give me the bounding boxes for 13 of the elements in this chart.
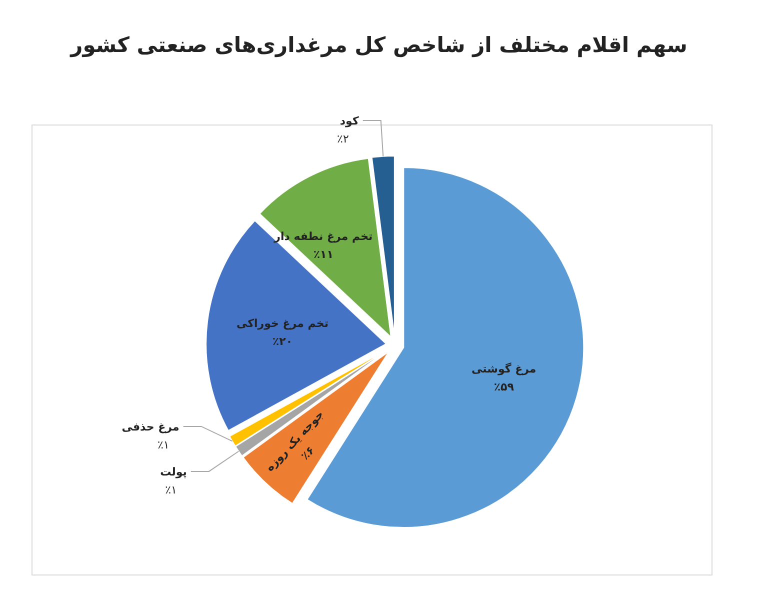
- data-label: ٪۱: [165, 483, 177, 496]
- data-label: ٪۲۰: [272, 334, 293, 348]
- data-label: ٪۶: [298, 444, 318, 463]
- chart-title: سهم اقلام مختلف از شاخص کل مرغداری‌های صنعتی کشور: [70, 33, 688, 58]
- data-label: ٪۵۹: [494, 380, 514, 394]
- data-label: ٪۱: [158, 438, 170, 452]
- data-label: ٪۲: [337, 132, 349, 146]
- slice-label: تخم مرغ خوراکی: [236, 316, 328, 330]
- slice-label: مرغ حذفی: [122, 420, 180, 434]
- slice-label: کود: [340, 114, 360, 128]
- data-label: ٪۱۱: [313, 248, 334, 261]
- slice-label: پولت: [160, 465, 187, 478]
- slice-label: مرغ گوشتی: [472, 362, 536, 376]
